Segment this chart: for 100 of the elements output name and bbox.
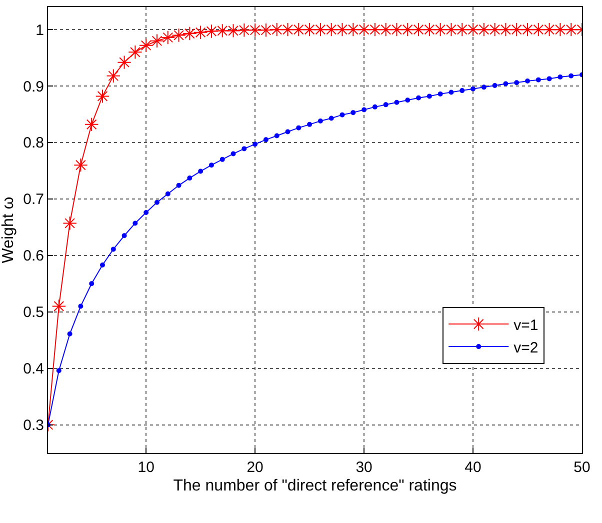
point [252, 142, 258, 147]
point [520, 22, 535, 37]
point [89, 281, 94, 286]
y-tick-label: 0.9 [23, 78, 44, 96]
point [470, 86, 476, 92]
point [67, 331, 72, 336]
point [542, 22, 556, 37]
point [208, 162, 214, 168]
x-tick-label: 30 [356, 459, 372, 476]
y-axis-title: Weight ω [0, 196, 17, 264]
point [215, 24, 230, 38]
point [128, 45, 142, 60]
point [564, 22, 578, 37]
point [328, 116, 334, 121]
point [340, 112, 345, 118]
point [422, 22, 437, 37]
point [110, 246, 116, 252]
point [553, 22, 568, 37]
y-tick-label: 0.5 [23, 304, 44, 322]
y-tick-label: 0.8 [23, 134, 44, 152]
point [405, 98, 410, 103]
point [568, 73, 574, 78]
point [204, 24, 219, 38]
point [372, 104, 378, 110]
point [285, 129, 290, 134]
point [122, 233, 127, 238]
point [416, 95, 422, 100]
point [117, 55, 132, 70]
point [193, 25, 208, 40]
y-tick-label: 1 [36, 22, 44, 39]
point [172, 28, 186, 42]
point [476, 22, 492, 37]
point [488, 22, 502, 37]
point [226, 24, 240, 38]
point [220, 156, 225, 162]
point [307, 122, 312, 127]
point [242, 146, 247, 152]
point [525, 78, 530, 84]
point [510, 22, 524, 37]
point [536, 77, 541, 82]
point [368, 22, 382, 37]
point [74, 158, 88, 172]
point [56, 368, 62, 374]
x-tick-label: 20 [246, 459, 264, 476]
legend-label: v=2 [514, 339, 538, 356]
point [292, 22, 306, 37]
point [302, 22, 317, 37]
point [132, 220, 138, 226]
x-tick-label: 50 [574, 459, 590, 476]
point [280, 22, 295, 37]
point [150, 34, 164, 48]
point [187, 176, 192, 181]
point [230, 151, 236, 156]
point [274, 133, 280, 138]
point [263, 137, 268, 142]
point [78, 304, 84, 309]
point [390, 22, 404, 37]
point [248, 23, 262, 38]
point [138, 38, 154, 52]
y-tick-label: 0.3 [23, 417, 44, 434]
point [466, 22, 480, 37]
point [438, 91, 443, 96]
point [481, 84, 486, 90]
x-axis-title: The number of "direct reference" ratings [173, 478, 457, 495]
point [335, 22, 350, 37]
point [106, 68, 120, 83]
point [52, 299, 66, 314]
point [270, 22, 284, 37]
point [460, 88, 465, 94]
point [426, 94, 432, 99]
y-tick-label: 0.4 [23, 360, 44, 378]
point [346, 22, 360, 37]
point [433, 22, 448, 37]
point [378, 22, 393, 37]
point [394, 100, 400, 105]
x-tick-label: 40 [464, 459, 482, 476]
point [492, 82, 498, 88]
y-tick-label: 0.6 [23, 248, 44, 265]
point [313, 22, 328, 37]
legend-label: v=1 [514, 316, 538, 334]
y-tick-label: 0.7 [23, 191, 44, 208]
point [498, 22, 513, 37]
point [362, 107, 367, 112]
point [356, 22, 372, 37]
point [160, 30, 175, 45]
point [324, 22, 338, 37]
point [95, 89, 110, 104]
point [558, 74, 563, 80]
point [503, 81, 508, 86]
point [100, 262, 105, 268]
point [383, 102, 388, 108]
point [455, 22, 470, 37]
x-tick-label: 10 [138, 459, 154, 476]
point [237, 23, 252, 38]
point [411, 22, 426, 37]
point [84, 117, 99, 132]
point [154, 200, 160, 205]
point [144, 210, 149, 215]
point [258, 23, 274, 38]
point [514, 80, 520, 86]
